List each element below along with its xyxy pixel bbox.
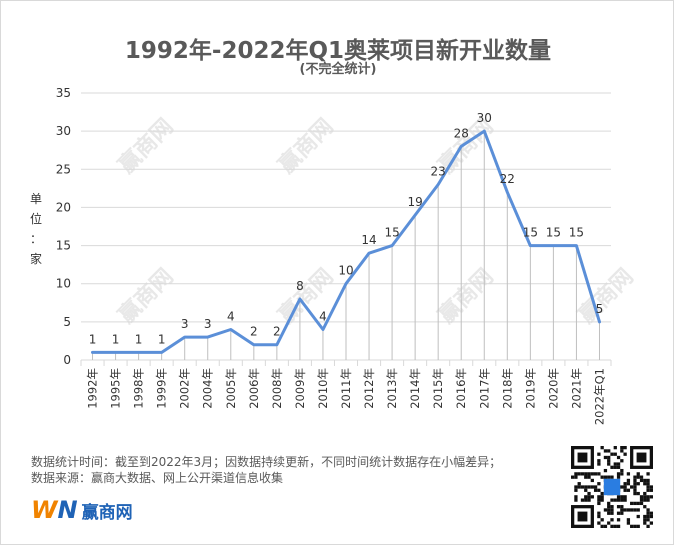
x-tick-label: 2014年 [408, 368, 422, 409]
x-tick-label: 2006年 [247, 368, 261, 409]
x-tick-label: 2017年 [477, 368, 491, 409]
x-tick-label: 2015年 [431, 368, 445, 409]
x-tick-label: 2011年 [339, 368, 353, 409]
y-tick-label: 0 [63, 353, 71, 367]
y-unit-char: 位 [29, 212, 42, 226]
watermark-text: 赢商网 [434, 264, 499, 329]
data-label: 1 [135, 332, 143, 346]
y-unit-char: ： [29, 232, 42, 246]
y-unit-char: 家 [29, 252, 42, 266]
data-label: 2 [273, 325, 281, 339]
x-tick-label: 2005年 [224, 368, 238, 409]
note-data-source: 数据来源：赢商大数据、网上公开渠道信息收集 [31, 471, 284, 485]
data-label: 23 [431, 165, 446, 179]
data-label: 28 [454, 126, 469, 140]
y-tick-label: 35 [56, 86, 71, 100]
x-tick-label: 1995年 [109, 368, 123, 409]
series-line [91, 129, 601, 354]
chart-subtitle: (不完全统计) [299, 62, 377, 77]
data-label: 1 [89, 332, 97, 346]
x-tick-label: 2016年 [454, 368, 468, 409]
y-tick-label: 25 [56, 162, 71, 176]
data-label: 30 [477, 111, 492, 125]
qr-code-icon [571, 446, 653, 528]
x-tick-label: 2018年 [500, 368, 514, 409]
data-label: 3 [181, 317, 189, 331]
y-unit-char: 单 [29, 192, 42, 206]
data-label: 8 [296, 279, 304, 293]
data-label: 15 [384, 226, 399, 240]
data-label: 4 [227, 309, 235, 323]
note-stat-time: 数据统计时间：截至到2022年3月；因数据持续更新，不同时间统计数据存在小幅差异… [31, 455, 502, 469]
y-tick-label: 15 [56, 239, 71, 253]
y-tick-label: 10 [56, 277, 71, 291]
data-label: 3 [204, 317, 212, 331]
x-tick-label: 2008年 [270, 368, 284, 409]
data-label: 15 [523, 226, 538, 240]
x-tick-label: 2009年 [293, 368, 307, 409]
x-tick-label: 1998年 [132, 368, 146, 409]
watermark-text: 赢商网 [114, 264, 179, 329]
x-tick-label: 1992年 [86, 368, 100, 409]
brand-name: 赢商网 [81, 502, 133, 523]
brand-mark: WN [31, 496, 78, 524]
data-label: 22 [500, 172, 515, 186]
data-label: 1 [112, 332, 120, 346]
data-label: 5 [596, 302, 604, 316]
x-tick-label: 1999年 [155, 368, 169, 409]
data-label: 10 [338, 264, 353, 278]
x-tick-label: 2012年 [362, 368, 376, 409]
data-label: 14 [361, 233, 376, 247]
x-tick-label: 2004年 [201, 368, 215, 409]
data-label: 15 [546, 226, 561, 240]
y-tick-label: 30 [56, 124, 71, 138]
data-label: 2 [250, 325, 258, 339]
data-label: 4 [319, 309, 327, 323]
x-tick-label: 2010年 [316, 368, 330, 409]
data-label: 19 [407, 195, 422, 209]
x-tick-label: 2021年 [569, 368, 583, 409]
data-label: 1 [158, 332, 166, 346]
brand-logo: WN 赢商网 [31, 495, 133, 525]
y-tick-label: 5 [63, 315, 71, 329]
x-tick-label: 2019年 [523, 368, 537, 409]
x-tick-label: 2020年 [546, 368, 560, 409]
x-tick-label: 2022年Q1 [592, 368, 606, 425]
data-label: 15 [569, 226, 584, 240]
chart-title: 1992年-2022年Q1奥莱项目新开业数量 [124, 38, 552, 64]
x-tick-label: 2002年 [178, 368, 192, 409]
y-axis-unit-label: 单 位 ： 家 [29, 189, 43, 269]
y-tick-label: 20 [56, 200, 71, 214]
x-tick-label: 2013年 [385, 368, 399, 409]
